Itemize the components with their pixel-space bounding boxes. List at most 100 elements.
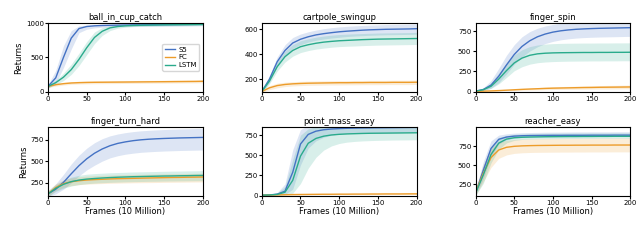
LSTM	[129, 175, 137, 178]
LSTM	[114, 25, 122, 28]
FC	[604, 86, 611, 89]
S5	[137, 23, 145, 26]
FC	[106, 177, 114, 180]
S5	[129, 23, 137, 26]
FC	[266, 86, 273, 89]
S5	[382, 126, 390, 129]
S5	[495, 75, 502, 78]
LSTM	[176, 174, 184, 177]
S5	[75, 27, 83, 30]
Line: LSTM: LSTM	[476, 136, 630, 193]
LSTM	[382, 38, 390, 41]
LSTM	[374, 132, 382, 135]
S5	[199, 136, 207, 139]
FC	[627, 144, 634, 147]
FC	[580, 144, 588, 147]
FC	[312, 82, 320, 85]
S5	[627, 134, 634, 137]
LSTM	[510, 61, 518, 64]
S5	[52, 188, 60, 191]
LSTM	[390, 131, 397, 134]
FC	[99, 178, 106, 181]
FC	[526, 87, 534, 90]
S5	[495, 138, 502, 141]
LSTM	[114, 176, 122, 179]
S5	[366, 126, 374, 129]
S5	[510, 53, 518, 56]
S5	[564, 28, 572, 31]
LSTM	[611, 51, 619, 54]
FC	[312, 193, 320, 196]
LSTM	[549, 52, 557, 54]
LSTM	[191, 174, 199, 177]
S5	[305, 35, 312, 38]
Line: LSTM: LSTM	[262, 39, 417, 92]
S5	[358, 29, 366, 32]
S5	[312, 34, 320, 36]
FC	[114, 81, 122, 84]
FC	[129, 177, 137, 180]
S5	[99, 148, 106, 150]
S5	[335, 30, 343, 33]
S5	[44, 85, 52, 88]
S5	[305, 133, 312, 136]
LSTM	[99, 176, 106, 179]
FC	[358, 193, 366, 196]
S5	[572, 28, 580, 31]
LSTM	[619, 135, 627, 138]
FC	[382, 81, 390, 84]
S5	[479, 88, 487, 91]
S5	[281, 49, 289, 52]
S5	[518, 134, 526, 137]
LSTM	[479, 88, 487, 91]
Y-axis label: Returns: Returns	[19, 145, 28, 178]
LSTM	[266, 193, 273, 196]
S5	[52, 76, 60, 79]
Line: FC: FC	[476, 145, 630, 192]
LSTM	[549, 135, 557, 138]
FC	[564, 86, 572, 89]
LSTM	[168, 174, 176, 177]
FC	[305, 82, 312, 85]
S5	[413, 27, 420, 30]
S5	[549, 134, 557, 137]
FC	[580, 86, 588, 89]
LSTM	[52, 187, 60, 190]
Line: S5: S5	[476, 28, 630, 91]
FC	[502, 146, 510, 149]
LSTM	[335, 133, 343, 136]
FC	[518, 88, 526, 91]
S5	[161, 137, 168, 140]
LSTM	[184, 174, 191, 177]
FC	[60, 182, 67, 185]
FC	[137, 80, 145, 83]
FC	[328, 81, 335, 84]
FC	[405, 192, 413, 195]
S5	[184, 23, 191, 26]
S5	[502, 63, 510, 66]
FC	[296, 82, 304, 85]
FC	[413, 81, 420, 84]
FC	[487, 156, 495, 159]
Line: S5: S5	[476, 135, 630, 193]
FC	[75, 179, 83, 182]
LSTM	[611, 135, 619, 138]
FC	[390, 192, 397, 195]
S5	[397, 28, 405, 31]
LSTM	[152, 24, 160, 26]
S5	[619, 134, 627, 137]
FC	[83, 179, 91, 182]
LSTM	[397, 131, 405, 134]
LSTM	[52, 81, 60, 84]
X-axis label: Frames (10 Million): Frames (10 Million)	[85, 207, 166, 216]
LSTM	[557, 135, 564, 138]
FC	[472, 90, 479, 93]
LSTM	[99, 30, 106, 33]
Title: finger_turn_hard: finger_turn_hard	[90, 117, 161, 126]
FC	[114, 177, 122, 180]
FC	[335, 193, 343, 196]
S5	[191, 23, 199, 26]
LSTM	[289, 49, 296, 52]
FC	[541, 87, 549, 90]
FC	[145, 80, 152, 83]
